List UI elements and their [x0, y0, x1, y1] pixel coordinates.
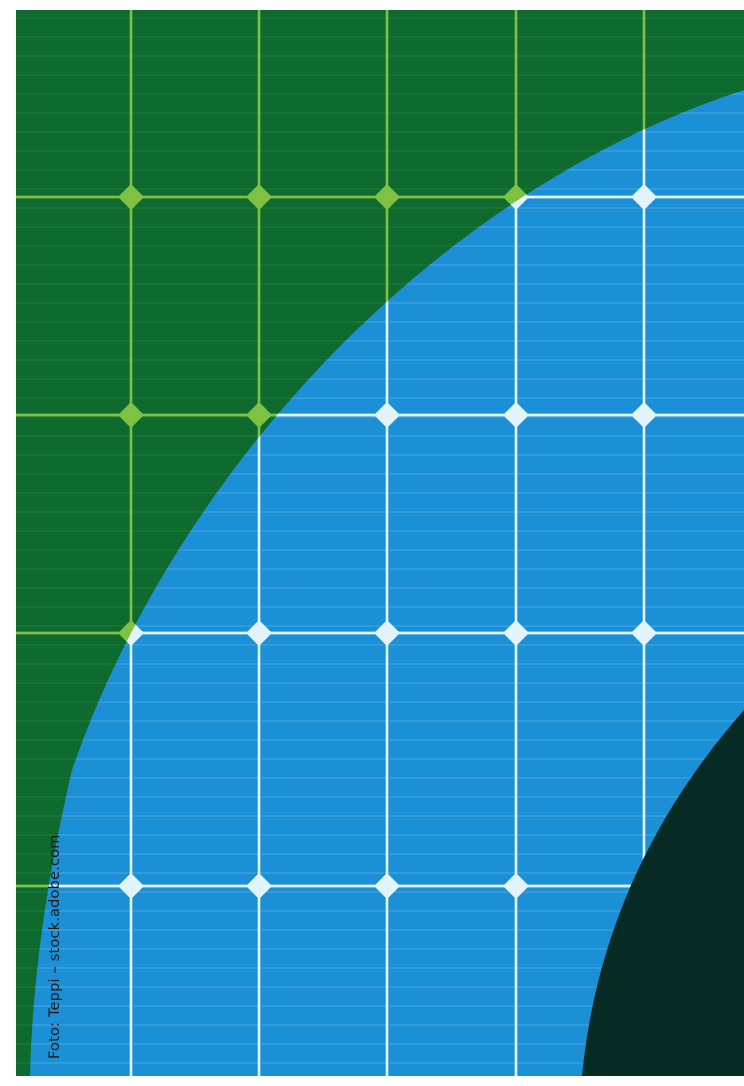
cell-junction: [631, 184, 657, 210]
solar-panel-photo: Foto: Teppi – stock.adobe.com: [16, 10, 744, 1076]
cell-junction: [374, 402, 400, 428]
cell-junction: [246, 402, 272, 428]
cell-junction: [631, 402, 657, 428]
cell-junction: [246, 184, 272, 210]
cell-junction: [246, 873, 272, 899]
cell-junction: [503, 402, 529, 428]
cell-junction: [246, 620, 272, 646]
cell-junction: [503, 873, 529, 899]
cell-junction: [118, 184, 144, 210]
cell-junction: [503, 620, 529, 646]
photo-credit: Foto: Teppi – stock.adobe.com: [47, 834, 63, 1059]
cell-junction: [374, 873, 400, 899]
cell-junction: [118, 402, 144, 428]
cell-junction: [374, 620, 400, 646]
cell-junction: [374, 184, 400, 210]
solar-panel-artwork: [16, 10, 744, 1076]
cell-junction: [631, 620, 657, 646]
cell-junction: [118, 873, 144, 899]
